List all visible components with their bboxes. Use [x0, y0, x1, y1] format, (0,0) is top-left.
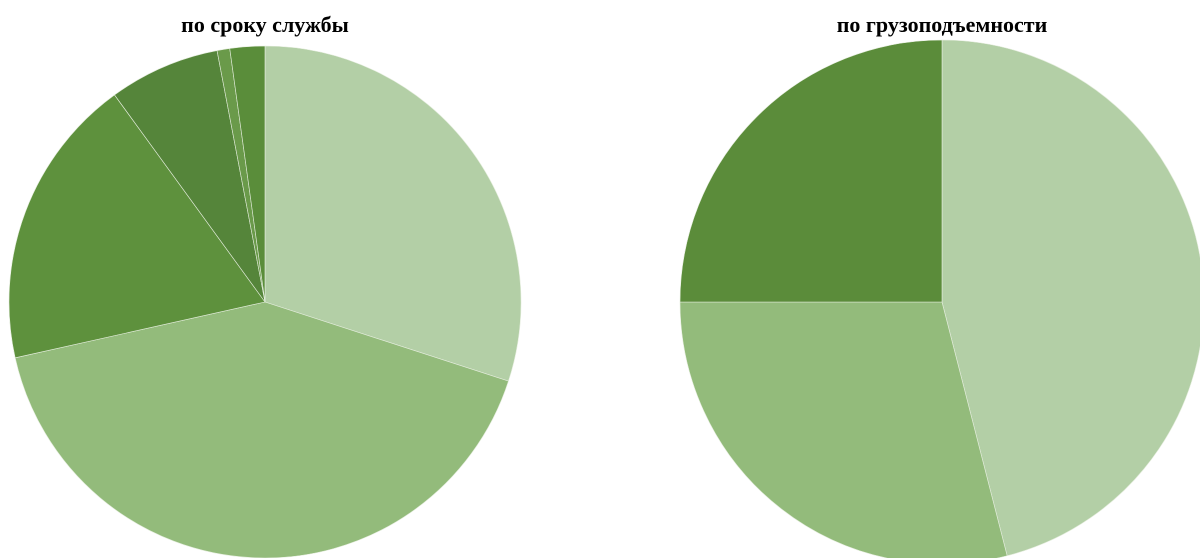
load-capacity-slice-1	[941, 39, 1200, 557]
load-capacity-slice-2	[679, 301, 1008, 558]
load-capacity-slice-3	[679, 39, 943, 303]
pie-chart-service-life	[8, 45, 522, 558]
pie-chart-load-capacity	[679, 39, 1200, 558]
service-life-slice-4	[114, 50, 266, 303]
chart-title-load-capacity: по грузоподъемности	[836, 12, 1048, 37]
service-life-slice-1	[264, 45, 522, 382]
service-life-slice-3	[8, 94, 266, 359]
chart-title-service-life: по сроку службы	[181, 12, 349, 37]
service-life-slice-6	[229, 45, 266, 303]
